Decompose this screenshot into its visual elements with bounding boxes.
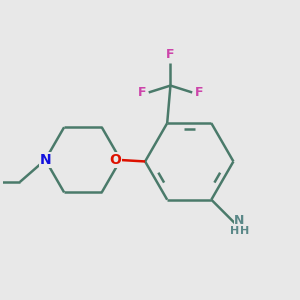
Text: O: O (110, 153, 122, 167)
Text: H: H (230, 226, 239, 236)
Text: F: F (138, 86, 146, 99)
Text: F: F (195, 86, 203, 99)
Text: H: H (240, 226, 249, 236)
Text: F: F (166, 48, 175, 61)
Text: N: N (40, 153, 51, 167)
Text: N: N (234, 214, 244, 227)
